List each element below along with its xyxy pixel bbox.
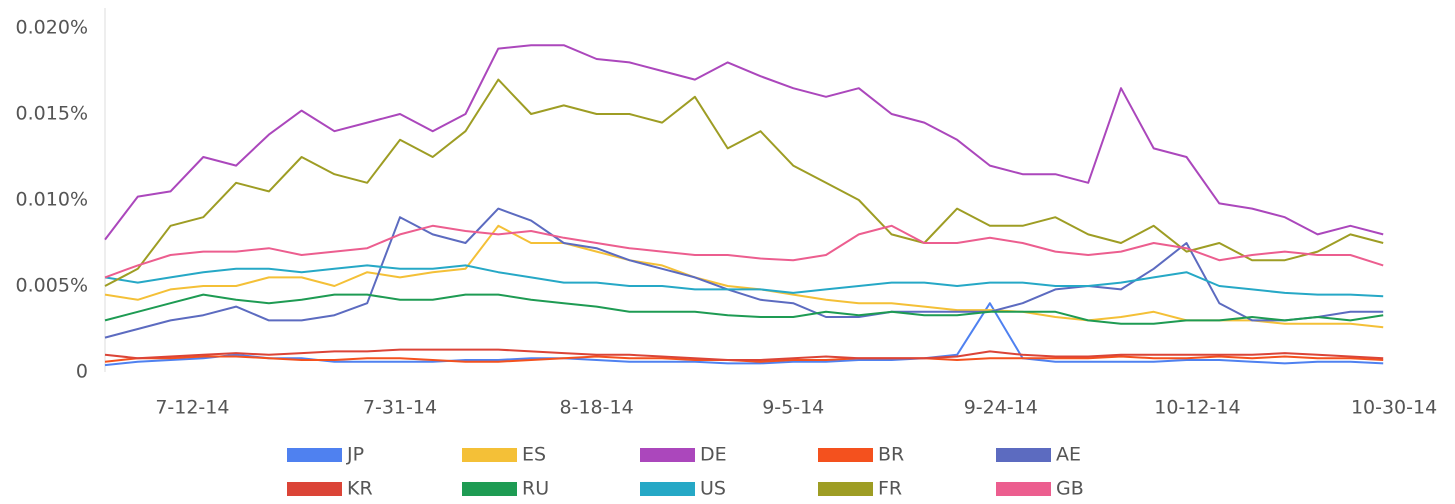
legend-swatch [462, 482, 517, 496]
legend-label: DE [700, 444, 727, 466]
legend-swatch [640, 448, 695, 462]
legend-label: RU [522, 478, 549, 500]
legend-swatch [996, 482, 1051, 496]
legend-label: AE [1056, 444, 1081, 466]
x-tick-label: 9-24-14 [964, 397, 1038, 419]
x-tick-label: 9-5-14 [762, 397, 824, 419]
legend-swatch [818, 448, 873, 462]
y-tick-label: 0.010% [16, 189, 88, 211]
x-tick-label: 10-30-14 [1351, 397, 1437, 419]
series-line [104, 224, 1384, 279]
x-tick-label: 8-18-14 [560, 397, 634, 419]
legend-swatch [287, 482, 342, 496]
x-tick-label: 7-12-14 [155, 397, 229, 419]
series-line [104, 302, 1384, 367]
legend-swatch [818, 482, 873, 496]
legend-swatch [462, 448, 517, 462]
y-tick-label: 0.005% [16, 275, 88, 297]
legend-label: ES [522, 444, 546, 466]
legend-label: FR [878, 478, 902, 500]
y-tick-label: 0.020% [16, 17, 88, 39]
y-tick-label: 0 [76, 361, 88, 383]
legend-label: US [700, 478, 726, 500]
legend-label: KR [347, 478, 373, 500]
legend-swatch [287, 448, 342, 462]
legend-label: GB [1056, 478, 1084, 500]
x-tick-label: 7-31-14 [363, 397, 437, 419]
series-line [104, 78, 1384, 287]
legend-label: JP [346, 444, 364, 466]
legend-label: BR [878, 444, 904, 466]
series-line [104, 44, 1384, 241]
series-line [104, 348, 1384, 361]
series-line [104, 207, 1384, 339]
series-line [104, 293, 1384, 325]
y-tick-label: 0.015% [16, 103, 88, 125]
series-line [104, 264, 1384, 298]
series-line [104, 224, 1384, 329]
x-tick-label: 10-12-14 [1154, 397, 1240, 419]
legend-swatch [640, 482, 695, 496]
legend-swatch [996, 448, 1051, 462]
